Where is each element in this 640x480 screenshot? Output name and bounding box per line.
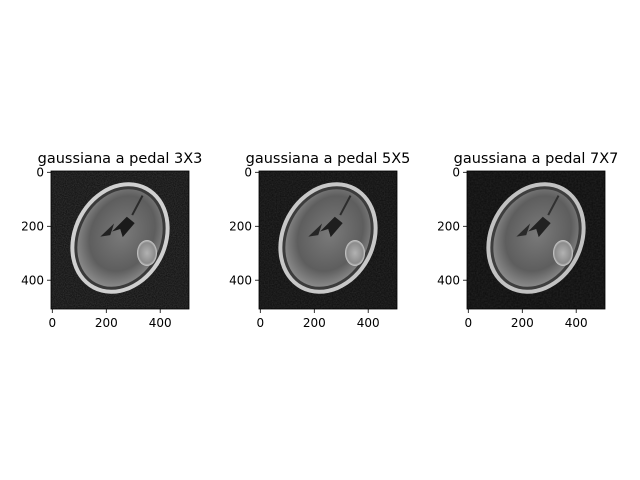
- mri-image: [467, 171, 605, 309]
- y-axis: 0 200 400: [229, 166, 259, 288]
- axes-frame: [466, 170, 606, 310]
- x-tick-label: 200: [303, 316, 326, 330]
- x-tick-label: 0: [48, 316, 56, 330]
- axes-frame: [50, 170, 190, 310]
- subplot-title: gaussiana a pedal 7X7: [454, 151, 619, 167]
- x-tick-label: 400: [149, 316, 172, 330]
- y-tick-label: 400: [229, 274, 252, 288]
- x-tick-label: 0: [256, 316, 264, 330]
- y-axis: 0 200 400: [437, 166, 467, 288]
- y-tick-label: 200: [437, 220, 460, 234]
- y-tick-label: 0: [36, 166, 44, 180]
- subplot-panel-2: gaussiana a pedal 5X5 0 200 400: [229, 151, 410, 330]
- y-tick-label: 0: [452, 166, 460, 180]
- x-axis: 0 200 400: [464, 309, 588, 330]
- mri-image: [259, 171, 397, 309]
- y-tick-label: 400: [21, 274, 44, 288]
- x-tick-label: 200: [95, 316, 118, 330]
- axes-frame: [258, 170, 398, 310]
- x-tick-label: 400: [565, 316, 588, 330]
- subplot-title: gaussiana a pedal 5X5: [246, 151, 411, 167]
- y-tick-label: 200: [21, 220, 44, 234]
- subplot-title: gaussiana a pedal 3X3: [38, 151, 203, 167]
- y-axis: 0 200 400: [21, 166, 51, 288]
- y-tick-label: 200: [229, 220, 252, 234]
- subplot-panel-1: gaussiana a pedal 3X3 0 200 400: [21, 151, 202, 330]
- x-axis: 0 200 400: [256, 309, 380, 330]
- subplot-panel-3: gaussiana a pedal 7X7 0 200 400: [437, 151, 618, 330]
- x-tick-label: 400: [357, 316, 380, 330]
- y-tick-label: 0: [244, 166, 252, 180]
- mri-image: [51, 171, 189, 309]
- x-axis: 0 200 400: [48, 309, 172, 330]
- x-tick-label: 200: [511, 316, 534, 330]
- x-tick-label: 0: [464, 316, 472, 330]
- y-tick-label: 400: [437, 274, 460, 288]
